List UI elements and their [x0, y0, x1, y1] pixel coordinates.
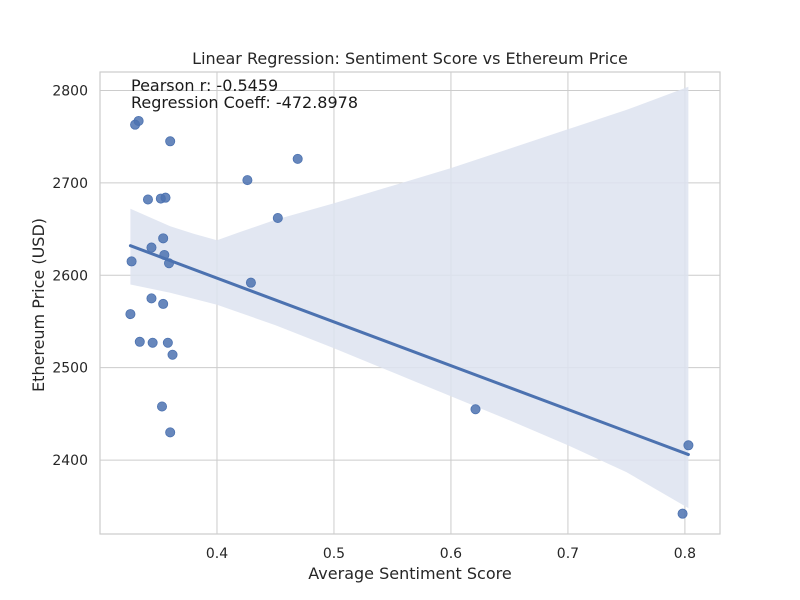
x-tick-label: 0.7: [557, 546, 579, 562]
data-point: [165, 136, 176, 147]
data-point: [242, 175, 253, 186]
data-point: [160, 192, 171, 203]
data-point: [146, 293, 157, 304]
data-point: [158, 298, 169, 309]
data-point: [147, 337, 158, 348]
x-axis-label: Average Sentiment Score: [308, 564, 511, 583]
pearson-annotation: Pearson r: -0.5459: [131, 76, 278, 95]
data-point: [130, 119, 141, 130]
x-tick-label: 0.4: [206, 546, 228, 562]
y-axis-label: Ethereum Price (USD): [29, 218, 48, 392]
data-point: [125, 309, 136, 320]
data-point: [142, 194, 153, 205]
x-tick-label: 0.8: [674, 546, 696, 562]
y-tick-label: 2600: [52, 268, 88, 284]
y-tick-label: 2700: [52, 176, 88, 192]
regression-line-layer: [128, 244, 690, 457]
data-point: [164, 258, 175, 269]
data-points: [125, 115, 694, 519]
regression-coeff-annotation: Regression Coeff: -472.8978: [131, 93, 358, 112]
regression-line: [128, 244, 690, 457]
x-tick-label: 0.5: [323, 546, 345, 562]
data-point: [162, 337, 173, 348]
data-point: [158, 233, 169, 244]
data-point: [683, 440, 694, 451]
y-tick-label: 2500: [52, 361, 88, 377]
data-point: [470, 404, 481, 415]
data-point: [159, 249, 170, 260]
data-point: [165, 427, 176, 438]
data-point: [292, 153, 303, 164]
data-point: [167, 349, 178, 360]
y-tick-labels: 2400 2500 2600 2700 2800: [52, 83, 88, 469]
data-point: [245, 277, 256, 288]
data-point: [134, 336, 145, 347]
data-point: [272, 212, 283, 223]
y-tick-label: 2800: [52, 83, 88, 99]
data-point: [156, 401, 167, 412]
x-tick-labels: 0.4 0.5 0.6 0.7 0.8: [206, 546, 696, 562]
y-tick-label: 2400: [52, 453, 88, 469]
plot-frame: [99, 71, 721, 535]
x-tick-label: 0.6: [440, 546, 462, 562]
chart-title: Linear Regression: Sentiment Score vs Et…: [192, 49, 628, 68]
data-point: [126, 256, 137, 267]
data-point: [677, 508, 688, 519]
data-point: [146, 242, 157, 253]
